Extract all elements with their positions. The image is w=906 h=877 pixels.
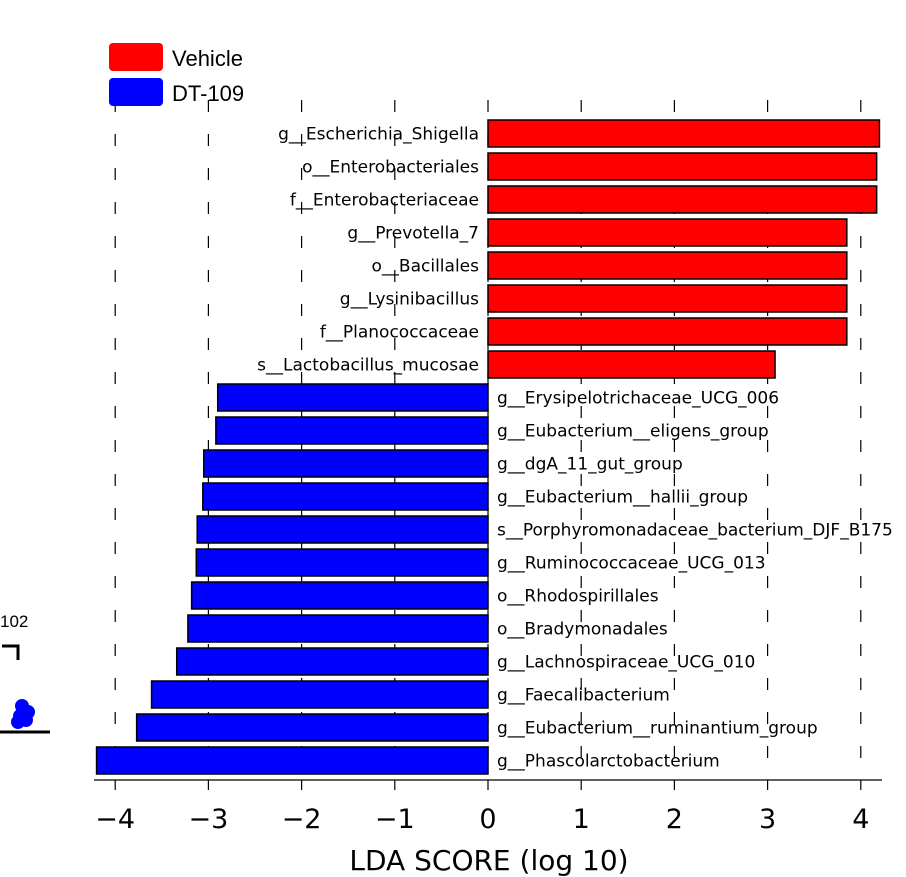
bar-label: s__Porphyromonadaceae_bacterium_DJF_B175: [497, 521, 893, 541]
bar-label: g__Faecalibacterium: [497, 686, 670, 706]
bar: [487, 152, 878, 181]
bar-label: o__Enterobacteriales: [302, 158, 479, 178]
x-axis-title: LDA SCORE (log 10): [349, 844, 628, 877]
bar: [195, 548, 489, 577]
bar-label: g__Eubacterium__hallii_group: [497, 488, 748, 508]
bar-label: o__Bacillales: [372, 257, 480, 277]
bar: [487, 119, 881, 148]
edge-dot: [11, 715, 25, 729]
bar-label: o__Rhodospirillales: [497, 587, 659, 607]
bar-label: o__Bradymonadales: [497, 620, 668, 640]
bar-label: g__Ruminococcaceae_UCG_013: [497, 554, 766, 574]
bar: [187, 614, 489, 643]
bar-label: g__Lachnospiraceae_UCG_010: [497, 653, 755, 673]
bar-label: g__Eubacterium__ruminantium_group: [497, 719, 818, 739]
bar: [190, 581, 489, 610]
bar: [150, 680, 489, 709]
legend-label-dt-109: DT-109: [172, 81, 244, 106]
bar: [216, 383, 489, 412]
bar: [487, 350, 776, 379]
bar-labels: g__Escherichia_Shigella o__Enterobacteria…: [257, 125, 893, 772]
x-tick-label: −1: [375, 804, 415, 835]
bar: [487, 218, 848, 247]
bar-label: g__dgA_11_gut_group: [497, 455, 683, 475]
bar: [196, 515, 489, 544]
bar: [215, 416, 489, 445]
edge-tick-label: 102: [0, 612, 28, 631]
bar-label: s__Lactobacillus_mucosae: [257, 356, 479, 376]
legend: Vehicle DT-109: [109, 43, 244, 106]
legend-swatch-dt-109: [109, 78, 163, 106]
adjacent-panel-fragment: 102: [0, 612, 50, 734]
edge-dot-cluster: [11, 699, 35, 729]
bar: [487, 284, 848, 313]
bar: [487, 317, 848, 346]
x-tick-label: −4: [95, 804, 135, 835]
bar-label: g__Phascolarctobacterium: [497, 752, 720, 772]
legend-swatch-vehicle: [109, 43, 163, 71]
bar: [175, 647, 489, 676]
legend-label-vehicle: Vehicle: [172, 46, 243, 71]
x-tick-label: −3: [188, 804, 228, 835]
bar-label: g__Prevotella_7: [347, 224, 479, 244]
bar-label: g__Erysipelotrichaceae_UCG_006: [497, 389, 779, 409]
x-tick-label: 1: [573, 804, 590, 835]
x-tick-label: 2: [666, 804, 683, 835]
x-tick-label: −2: [282, 804, 322, 835]
bar: [95, 746, 489, 775]
bar-label: f__Enterobacteriaceae: [290, 191, 479, 211]
bar-label: g__Eubacterium__eligens_group: [497, 422, 769, 442]
bar: [487, 251, 848, 280]
bar: [135, 713, 489, 742]
x-tick-label: 0: [479, 804, 496, 835]
bar-label: f__Planococcaceae: [320, 323, 479, 343]
x-tick-label: 3: [759, 804, 776, 835]
bar: [202, 482, 489, 511]
bar: [202, 449, 489, 478]
bar: [487, 185, 878, 214]
x-tick-label: 4: [852, 804, 869, 835]
bars: [95, 119, 881, 775]
bar-label: g__Lysinibacillus: [340, 290, 479, 310]
x-axis: −4 −3 −2 −1 0 1 2 3 4: [94, 779, 882, 835]
edge-bracket: [2, 644, 20, 660]
bar-label: g__Escherichia_Shigella: [278, 125, 479, 145]
